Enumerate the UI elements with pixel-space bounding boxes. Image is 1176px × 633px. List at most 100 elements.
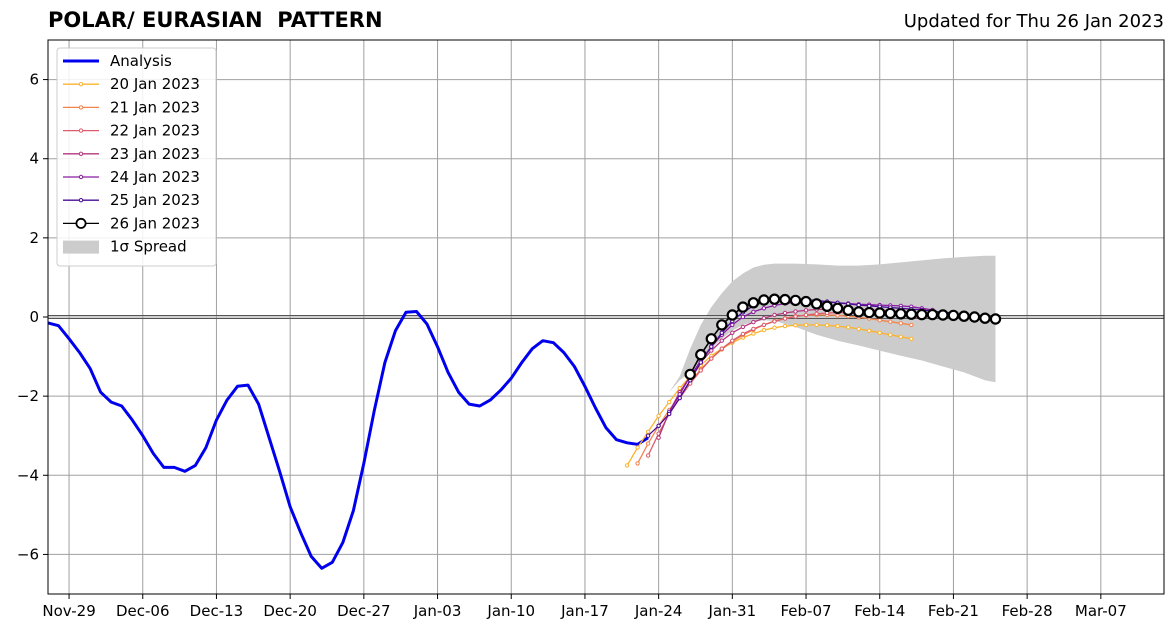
forecast-point	[803, 308, 809, 313]
legend-item: 21 Jan 2023	[63, 98, 200, 116]
spread-area	[669, 255, 996, 393]
forecast-point	[758, 294, 770, 306]
x-tick-label: Dec-13	[190, 602, 244, 620]
legend: Analysis 20 Jan 2023 21 Jan 2023 22 Jan 202…	[56, 47, 217, 267]
forecast-point	[656, 413, 661, 419]
legend-marker	[78, 128, 84, 133]
forecast-point	[782, 310, 788, 316]
forecast-point	[772, 312, 777, 318]
forecast-point	[895, 308, 907, 320]
forecast-point	[726, 309, 739, 321]
legend-label: 26 Jan 2023	[110, 214, 200, 232]
forecast-point	[898, 321, 903, 326]
forecast-point	[937, 309, 949, 321]
forecast-point	[979, 312, 991, 324]
forecast-point	[719, 346, 724, 351]
forecast-26-jan-2023	[684, 293, 1002, 381]
forecast-point	[782, 316, 788, 321]
forecast-point	[761, 322, 767, 328]
x-tick-label: Feb-07	[781, 602, 832, 620]
legend-marker	[78, 105, 84, 110]
forecast-point	[698, 360, 703, 365]
forecast-point	[709, 344, 714, 349]
forecast-point	[877, 318, 882, 323]
forecast-point	[814, 311, 819, 316]
legend-label: Analysis	[110, 52, 172, 70]
forecast-point	[751, 319, 756, 325]
forecast-point	[810, 298, 823, 310]
forecast-point	[716, 319, 728, 331]
legend-marker	[78, 82, 84, 87]
forecast-point	[884, 307, 897, 320]
legend-swatch	[63, 240, 99, 254]
forecast-point	[730, 322, 735, 328]
legend-label: 20 Jan 2023	[110, 75, 200, 93]
forecast-point	[751, 326, 756, 332]
x-tick-label: Mar-07	[1075, 602, 1127, 620]
forecast-point	[803, 312, 809, 318]
forecast-point	[635, 461, 640, 466]
forecast-point	[635, 445, 640, 450]
forecast-point	[656, 435, 661, 440]
forecast-point	[677, 395, 682, 401]
forecast-point	[677, 386, 682, 391]
forecast-point	[968, 311, 981, 323]
forecast-point	[867, 328, 872, 333]
y-tick-label: 6	[29, 71, 39, 89]
legend-marker	[78, 174, 84, 180]
legend-label: 1σ Spread	[110, 238, 187, 256]
forecast-point	[719, 330, 724, 335]
forecast-20-jan-2023	[624, 322, 914, 468]
x-tick-label: Feb-21	[928, 602, 979, 620]
forecast-point	[705, 333, 718, 345]
x-tick-label: Jan-17	[560, 602, 609, 620]
forecast-point	[846, 325, 851, 330]
forecast-point	[737, 301, 749, 313]
forecast-point	[824, 323, 830, 328]
forecast-point	[695, 348, 707, 361]
legend-item: 23 Jan 2023	[63, 145, 200, 163]
forecast-point	[898, 334, 903, 339]
y-tick-label: −4	[17, 466, 39, 484]
forecast-point	[877, 330, 882, 335]
forecast-point	[793, 309, 798, 314]
forecast-point	[667, 411, 672, 417]
forecast-point	[916, 308, 928, 321]
forecast-point	[751, 309, 756, 315]
forecast-point	[800, 295, 812, 308]
x-tick-label: Dec-27	[337, 602, 391, 620]
forecast-point	[793, 314, 798, 319]
axis-ticks: Nov-29 Dec-06 Dec-13 Dec-20 Dec-27 Jan-03 Jan-…	[17, 71, 1127, 620]
forecast-point	[772, 325, 777, 330]
forecast-point	[814, 322, 819, 328]
analysis-series	[47, 310, 649, 570]
forecast-point	[747, 297, 760, 309]
chart-subtitle: Updated for Thu 26 Jan 2023	[903, 11, 1164, 32]
analysis-line	[47, 310, 649, 570]
forecast-point	[656, 423, 661, 428]
forecast-point	[761, 306, 767, 311]
legend-item: 26 Jan 2023	[63, 214, 200, 232]
forecast-point	[740, 331, 746, 337]
forecast-point	[761, 316, 767, 321]
forecast-point	[853, 306, 865, 318]
forecast-point	[909, 322, 914, 328]
forecast-line	[626, 324, 912, 466]
forecast-point	[779, 293, 791, 306]
forecast-point	[645, 453, 651, 458]
forecast-point	[947, 309, 960, 322]
legend-label: 23 Jan 2023	[110, 145, 200, 163]
y-tick-label: 0	[29, 308, 39, 326]
forecast-point	[905, 308, 918, 320]
forecast-point	[856, 326, 861, 332]
forecast-point	[624, 463, 630, 468]
forecast-point	[645, 441, 651, 446]
legend-marker	[78, 151, 84, 157]
forecast-point	[768, 293, 781, 305]
forecast-point	[909, 336, 914, 341]
forecast-point	[863, 306, 875, 319]
y-tick-label: −6	[17, 545, 39, 563]
legend-item: 25 Jan 2023	[63, 191, 200, 209]
forecast-point	[803, 322, 809, 328]
forecast-point	[740, 314, 746, 320]
